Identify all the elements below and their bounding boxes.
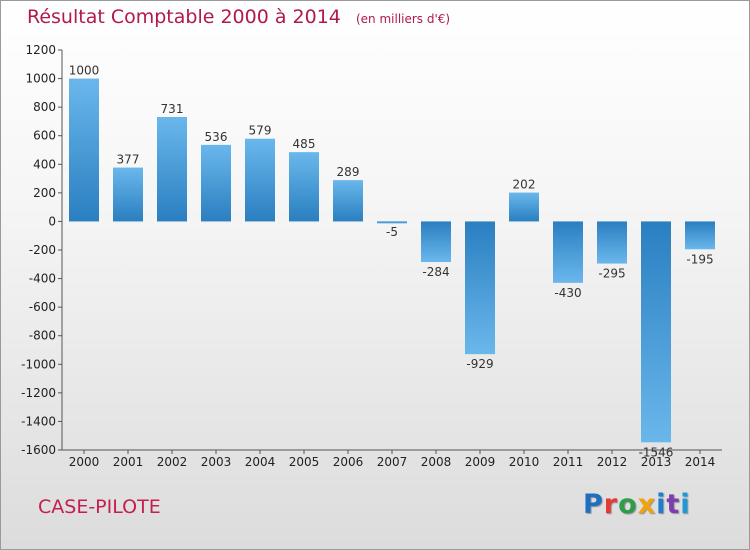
data-label: -1546 xyxy=(639,445,674,459)
logo-letter: t xyxy=(666,489,681,520)
bar-2014 xyxy=(685,221,715,250)
y-tick-label: -1000 xyxy=(21,357,56,371)
y-tick-label: 200 xyxy=(33,186,56,200)
bars xyxy=(69,78,715,443)
data-label: 485 xyxy=(293,137,316,151)
x-tick-label: 2014 xyxy=(685,455,716,469)
y-axis: 1200 1000 800 600 400 200 0 -200 -400 -600 -800 -10… xyxy=(21,43,63,457)
bar-2009 xyxy=(465,221,495,355)
y-tick-label: -400 xyxy=(29,272,56,286)
bar-2000 xyxy=(69,78,99,222)
data-label: 536 xyxy=(205,130,228,144)
x-tick-label: 2009 xyxy=(465,455,496,469)
y-tick-label: -800 xyxy=(29,329,56,343)
data-label: 1000 xyxy=(69,64,100,78)
x-tick-label: 2004 xyxy=(245,455,276,469)
bar-2004 xyxy=(245,138,275,222)
logo-letter: r xyxy=(603,489,619,520)
y-tick-label: 800 xyxy=(33,100,56,114)
y-tick-label: -1200 xyxy=(21,386,56,400)
place-name: CASE-PILOTE xyxy=(38,496,161,518)
chart-subtitle: (en milliers d'€) xyxy=(355,12,451,26)
data-label: -929 xyxy=(466,357,493,371)
x-tick-label: 2012 xyxy=(597,455,628,469)
bar-2012 xyxy=(597,221,627,264)
data-label: 731 xyxy=(161,102,184,116)
bar-2013 xyxy=(641,221,671,443)
y-tick-label: 1000 xyxy=(25,72,56,86)
y-tick-label: 0 xyxy=(48,214,56,228)
bar-2001 xyxy=(113,167,143,222)
x-tick-label: 2003 xyxy=(201,455,232,469)
data-labels: 1000 377 731 536 579 485 289 -5 -284 -929 202 -430 -… xyxy=(69,64,714,460)
bar-2003 xyxy=(201,144,231,222)
x-tick-label: 2008 xyxy=(421,455,452,469)
title-line: Résultat Comptable 2000 à 2014 (en milli… xyxy=(27,6,450,28)
bar-2002 xyxy=(157,117,187,222)
x-tick-label: 2011 xyxy=(553,455,584,469)
data-label: -430 xyxy=(554,286,581,300)
chart-title: Résultat Comptable 2000 à 2014 xyxy=(27,6,341,28)
y-tick-label: -200 xyxy=(29,243,56,257)
y-tick-label: -1600 xyxy=(21,443,56,457)
x-tick-label: 2013 xyxy=(641,455,672,469)
y-tick-label: 600 xyxy=(33,129,56,143)
data-label: -295 xyxy=(598,267,625,281)
bar-2005 xyxy=(289,152,319,222)
logo-letter: i xyxy=(656,489,667,520)
bar-2006 xyxy=(333,180,363,222)
bar-2011 xyxy=(553,221,583,283)
x-tick-label: 2010 xyxy=(509,455,540,469)
logo-letter: P xyxy=(583,489,604,520)
logo-letter: x xyxy=(637,489,657,520)
y-tick-label: -1400 xyxy=(21,414,56,428)
data-label: 579 xyxy=(249,124,272,138)
data-label: -284 xyxy=(422,265,449,279)
logo-letter: o xyxy=(618,489,638,520)
x-tick-label: 2005 xyxy=(289,455,320,469)
x-tick-label: 2002 xyxy=(157,455,188,469)
y-tick-label: 400 xyxy=(33,157,56,171)
logo-letter: i xyxy=(680,489,691,520)
y-tick-label: 1200 xyxy=(25,43,56,57)
data-label: 289 xyxy=(337,165,360,179)
bar-2010 xyxy=(509,192,539,222)
x-tick-label: 2001 xyxy=(113,455,144,469)
x-axis: 2000 2001 2002 2003 2004 2005 2006 2007 2008 2009… xyxy=(62,449,722,469)
data-label: 202 xyxy=(513,178,536,192)
x-tick-label: 2007 xyxy=(377,455,408,469)
data-label: -5 xyxy=(386,225,398,239)
x-tick-label: 2000 xyxy=(69,455,100,469)
data-label: 377 xyxy=(117,153,140,167)
y-tick-label: -600 xyxy=(29,300,56,314)
bar-2007 xyxy=(377,221,407,224)
proxiti-logo: Proxiti xyxy=(583,489,691,520)
bar-2008 xyxy=(421,221,451,262)
data-label: -195 xyxy=(686,252,713,266)
x-tick-label: 2006 xyxy=(333,455,364,469)
